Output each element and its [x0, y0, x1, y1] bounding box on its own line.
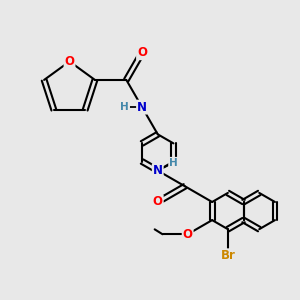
Text: O: O — [183, 228, 193, 241]
Text: O: O — [153, 196, 163, 208]
Text: Br: Br — [220, 249, 235, 262]
Text: O: O — [64, 55, 74, 68]
Text: N: N — [137, 100, 147, 114]
Text: O: O — [137, 46, 147, 59]
Text: H: H — [169, 158, 178, 168]
Text: H: H — [120, 102, 129, 112]
Text: N: N — [153, 164, 163, 177]
